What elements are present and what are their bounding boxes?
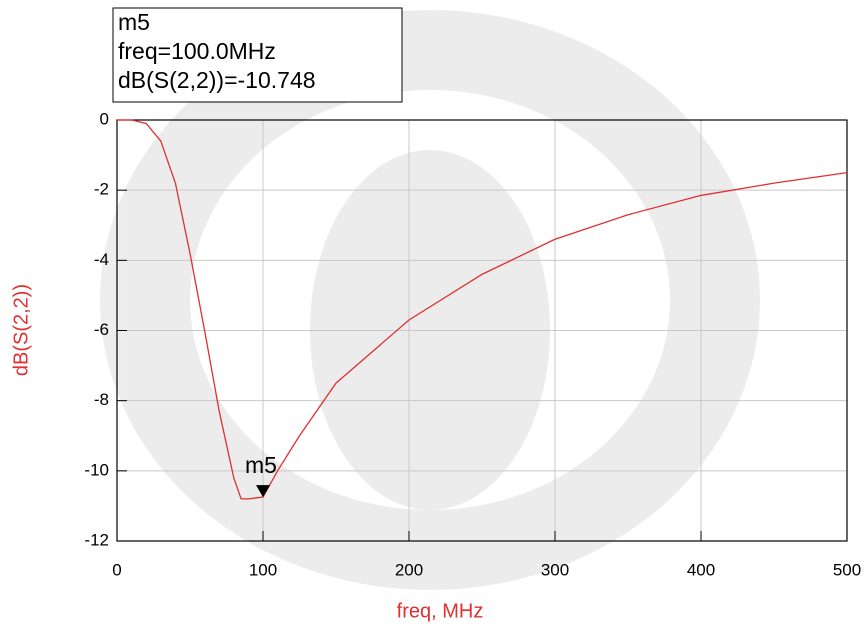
x-tick-label: 100 xyxy=(249,560,277,579)
y-tick-label: -8 xyxy=(94,390,109,409)
y-axis-label: dB(S(2,2)) xyxy=(10,284,32,376)
chart: freq, MHz dB(S(2,2)) 0 100 200 300 400 500 -12… xyxy=(0,0,866,630)
x-tick-label: 400 xyxy=(687,560,715,579)
y-tick-label: -4 xyxy=(94,250,109,269)
y-tick-label: -12 xyxy=(84,530,109,549)
x-tick-label: 0 xyxy=(112,560,121,579)
y-tick-label: -2 xyxy=(94,180,109,199)
y-tick-label: -10 xyxy=(84,460,109,479)
y-tick-label: 0 xyxy=(100,109,109,128)
x-tick-label: 200 xyxy=(395,560,423,579)
y-tick-label: -6 xyxy=(94,320,109,339)
marker-label: m5 xyxy=(245,452,277,478)
marker-readout: dB(S(2,2))=-10.748 xyxy=(118,67,316,93)
marker-readout: m5 xyxy=(118,9,150,35)
x-tick-label: 500 xyxy=(833,560,861,579)
x-tick-label: 300 xyxy=(541,560,569,579)
x-axis-label: freq, MHz xyxy=(397,600,484,622)
marker-readout: freq=100.0MHz xyxy=(118,38,276,64)
